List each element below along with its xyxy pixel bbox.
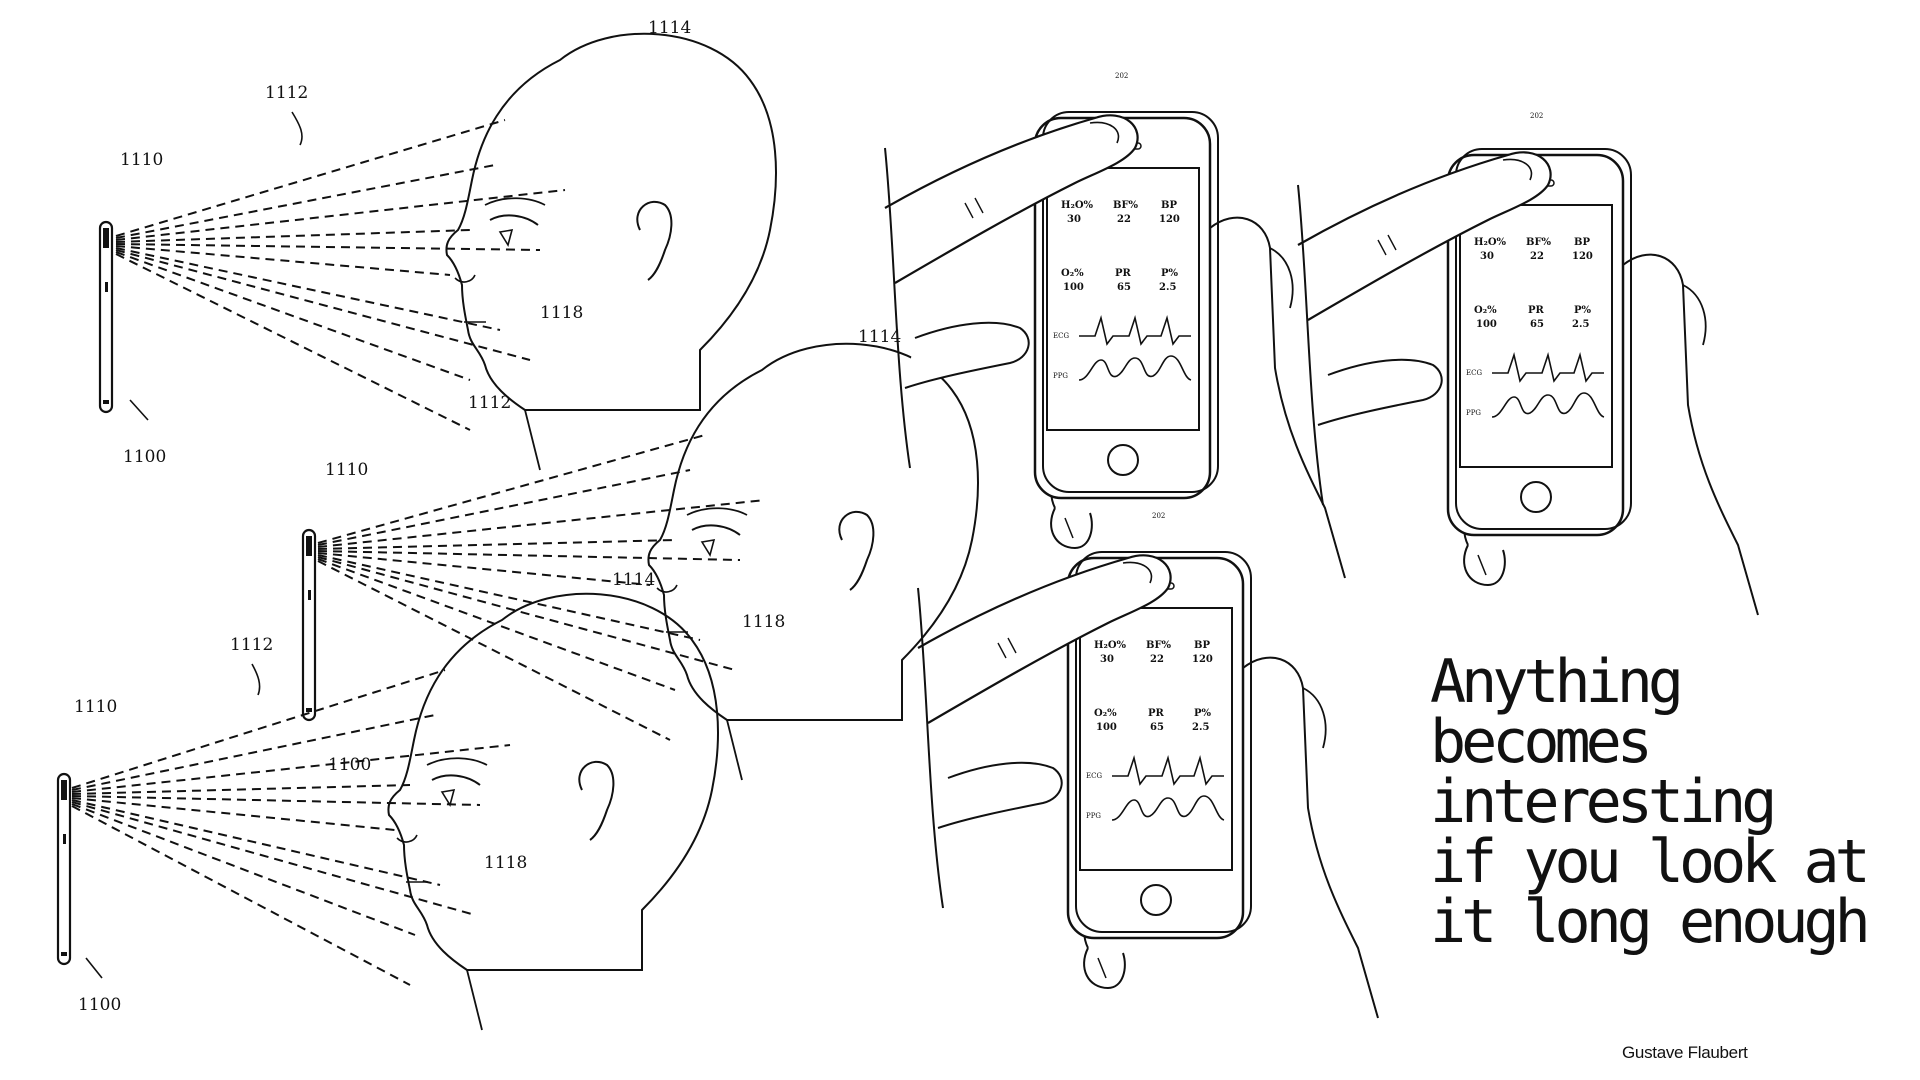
svg-text:1110: 1110 [74,697,117,717]
scan-group-top: 1110 1112 1114 1118 1112 1100 [98,18,777,472]
phone-hand-3: 202 [916,512,1380,1020]
svg-text:1118: 1118 [742,612,785,632]
svg-text:1110: 1110 [120,150,163,170]
svg-text:1112: 1112 [468,393,511,413]
scan-group-middle: 1110 1114 1118 1112 1100 [230,342,979,781]
svg-text:1100: 1100 [123,447,166,467]
quote-line-5: it long enough [1430,887,1871,957]
quote-line-1: Anything [1430,647,1684,717]
svg-text:1112: 1112 [265,83,308,103]
svg-text:202: 202 [1152,512,1165,520]
scan-group-bottom: 1110 1118 1100 [56,592,719,1031]
svg-text:1118: 1118 [540,303,583,323]
svg-text:1114: 1114 [858,327,901,347]
svg-text:1100: 1100 [328,755,371,775]
svg-text:1118: 1118 [484,853,527,873]
quote-line-3: interesting [1430,767,1777,837]
quote-author: Gustave Flaubert [1622,1043,1748,1062]
quote-line-4: if you look at [1430,827,1871,897]
phone-hand-2: 202 [1296,112,1760,617]
svg-text:1114: 1114 [648,18,691,38]
svg-text:1100: 1100 [78,995,121,1015]
svg-text:202: 202 [1530,112,1543,120]
svg-text:1110: 1110 [325,460,368,480]
quote-text: Anything becomes interesting if you look… [1430,652,1900,952]
svg-text:1114: 1114 [612,570,655,590]
quote-line-2: becomes [1430,707,1653,777]
svg-text:1112: 1112 [230,635,273,655]
svg-text:202: 202 [1115,72,1128,80]
phone-hand-1: 202 1114 [858,72,1347,580]
